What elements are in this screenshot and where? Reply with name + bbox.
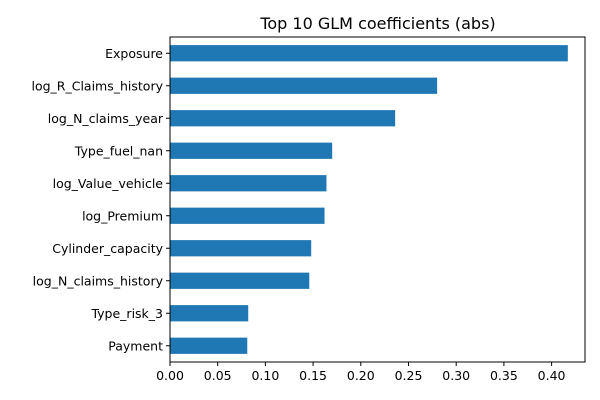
bar-cylinder-capacity [170,240,312,257]
x-tick-label: 0.00 [156,368,184,383]
y-tick-label: log_N_claims_history [33,273,164,288]
x-tick-label: 0.30 [442,368,470,383]
bar-log-value-vehicle [170,175,327,192]
axes-layer [169,36,586,363]
bars-layer [170,45,568,354]
x-tick-label: 0.35 [490,368,518,383]
y-tick-label: Payment [108,338,163,353]
x-tick-label: 0.20 [347,368,375,383]
y-tick-label: log_N_claims_year [48,111,164,126]
y-tick-label: log_Premium [82,208,163,223]
plot-frame [169,36,586,363]
bar-log-n-claims-year [170,110,396,127]
y-tick-label: log_Value_vehicle [53,176,164,191]
x-tick-label: 0.15 [299,368,327,383]
y-tick-label: Exposure [105,46,163,61]
bar-exposure [170,45,568,62]
y-tick-label: Type_fuel_nan [74,143,163,158]
x-tick-label: 0.40 [538,368,566,383]
bar-log-r-claims-history [170,77,438,94]
x-tick-label: 0.05 [204,368,232,383]
bar-type-fuel-nan [170,142,333,159]
bar-payment [170,337,248,354]
x-tick-label: 0.10 [251,368,279,383]
x-tick-label: 0.25 [395,368,423,383]
bar-log-n-claims-history [170,272,310,289]
y-tick-label: log_R_Claims_history [31,78,163,93]
bar-log-premium [170,207,325,224]
y-tick-label: Type_risk_3 [90,306,163,321]
bar-type-risk-3 [170,305,249,322]
y-tick-label: Cylinder_capacity [52,241,163,256]
chart-title: Top 10 GLM coefficients (abs) [259,14,495,33]
ticks-layer: Exposure log_R_Claims_history log_N_claims… [31,46,565,383]
